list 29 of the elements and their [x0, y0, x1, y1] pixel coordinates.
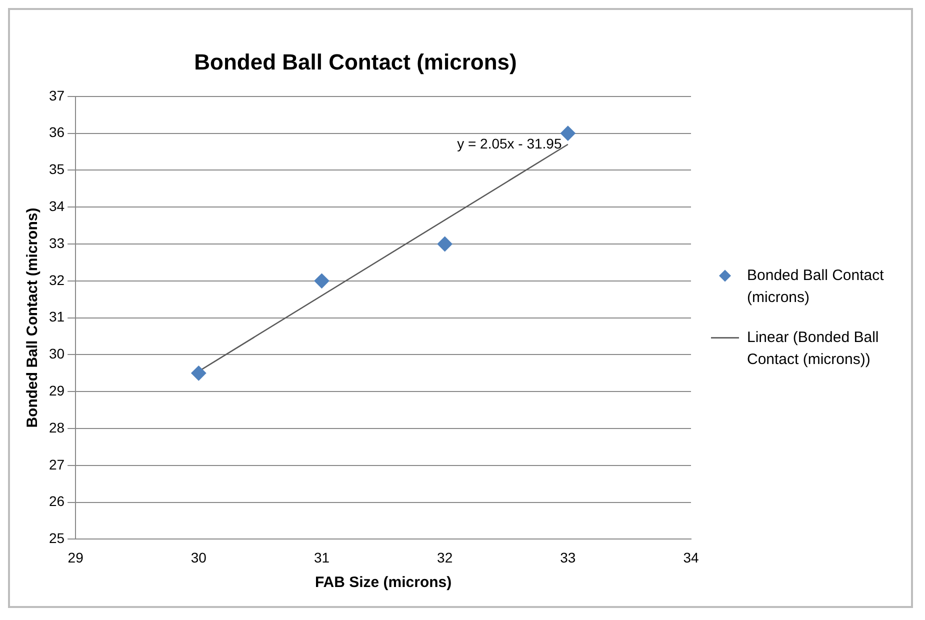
point: [191, 366, 206, 381]
y-tick-label: 33: [48, 234, 65, 251]
chart-title: Bonded Ball Contact (microns): [194, 49, 517, 74]
x-tick-label: 29: [68, 549, 84, 566]
y-tick-label: 32: [48, 272, 65, 288]
annotation: y = 2.05x - 31.95: [457, 135, 562, 152]
x-tick-label: 34: [683, 549, 699, 566]
point: [437, 236, 452, 252]
y-tick-label: 37: [48, 87, 65, 104]
y-tick-label: 35: [48, 161, 65, 178]
point: [560, 126, 576, 141]
y-tick-label: 25: [48, 530, 65, 546]
y-axis-title: Bonded Ball Contact (microns): [24, 208, 42, 428]
x-tick-label: 31: [314, 549, 330, 566]
legend-label: Linear (Bonded Ball Contact (microns)): [747, 328, 879, 368]
y-tick-label: 30: [48, 346, 65, 362]
x-tick-label: 32: [437, 549, 453, 566]
legend-label: Bonded Ball Contact (microns): [747, 266, 885, 306]
y-tick-label: 26: [48, 493, 65, 510]
y-tick-label: 29: [48, 382, 65, 398]
point: [314, 273, 330, 288]
y-tick-label: 34: [48, 198, 65, 214]
x-axis-title: FAB Size (microns): [314, 574, 452, 592]
y-tick-label: 27: [48, 456, 65, 472]
x-tick-label: 33: [560, 549, 576, 566]
x-tick-label: 30: [190, 549, 207, 566]
y-tick-label: 31: [48, 308, 65, 325]
y-tick-label: 28: [48, 419, 65, 436]
y-tick-label: 36: [48, 124, 65, 140]
